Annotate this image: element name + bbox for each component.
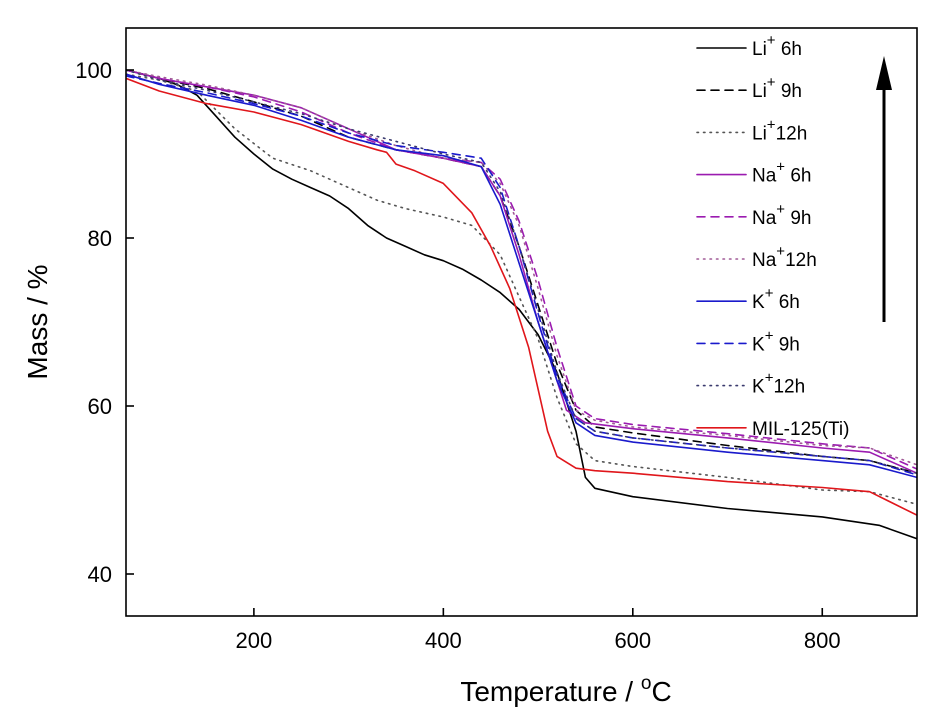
legend-label-base: MIL-125(Ti) [752,419,849,440]
legend-label-1: Li+ 9h [752,74,802,102]
x-axis-title: Temperature / oC [460,673,671,707]
y-axis-title: Mass / % [22,264,53,379]
series-line-9 [126,77,917,517]
legend-label-5: Na+12h [752,243,817,271]
y-tick-label: 80 [88,226,112,251]
x-axis-title-main: Temperature / [460,676,641,707]
series-line-6 [126,73,917,479]
series-line-2 [126,73,917,506]
x-axis-title-sup: o [641,673,652,694]
x-tick-label: 600 [614,628,651,653]
legend-label-7: K+ 9h [752,327,800,355]
legend-label-base: Na [752,250,777,271]
legend-label-suffix: 6h [785,166,811,187]
y-tick-label: 60 [88,394,112,419]
legend-label-sup: + [776,243,785,260]
legend-label-base: Na [752,208,777,229]
x-tick-label: 200 [236,628,273,653]
legend-label-suffix: 6h [773,292,799,313]
series-line-0 [126,69,917,540]
legend-label-suffix: 6h [776,39,802,60]
legend-label-base: K [752,377,765,398]
legend-label-6: K+ 6h [752,285,800,313]
legend-label-9: MIL-125(Ti) [752,419,849,440]
legend-label-sup: + [776,159,785,176]
y-tick-label: 40 [88,562,112,587]
legend-label-suffix: 12h [776,123,808,144]
legend-label-3: Na+ 6h [752,159,811,187]
legend-label-suffix: 9h [773,334,799,355]
legend-label-sup: + [767,116,776,133]
y-tick-label: 100 [75,58,112,83]
legend-label-0: Li+ 6h [752,32,802,60]
legend-label-base: Na [752,166,777,187]
legend-label-base: K [752,334,765,355]
legend-label-base: Li [752,123,767,144]
x-tick-label: 400 [425,628,462,653]
series-line-8 [126,69,917,475]
legend-label-8: K+12h [752,370,805,398]
legend-label-sup: + [765,327,774,344]
legend-label-sup: + [767,74,776,91]
trend-arrow [876,56,892,322]
legend-label-suffix: 12h [785,250,817,271]
legend-label-suffix: 9h [785,208,811,229]
series-line-4 [126,69,917,470]
legend-label-4: Na+ 9h [752,201,811,229]
legend-label-base: Li [752,81,767,102]
plot-frame [125,27,918,617]
series-line-5 [126,69,917,466]
series-layer [126,69,917,540]
legend-label-sup: + [765,370,774,387]
x-tick-label: 800 [804,628,841,653]
legend-label-sup: + [765,285,774,302]
legend-label-sup: + [776,201,785,218]
legend-label-2: Li+12h [752,116,807,144]
x-axis-title-unit: C [651,676,671,707]
legend-label-sup: + [767,32,776,49]
legend-label-base: K [752,292,765,313]
legend-label-suffix: 12h [773,377,805,398]
legend-label-base: Li [752,39,767,60]
legend-label-suffix: 9h [776,81,802,102]
axis-ticks: 200 400 600 800 40 60 80 100 [75,58,840,653]
trend-arrow-head [876,56,892,90]
series-line-1 [126,69,917,475]
